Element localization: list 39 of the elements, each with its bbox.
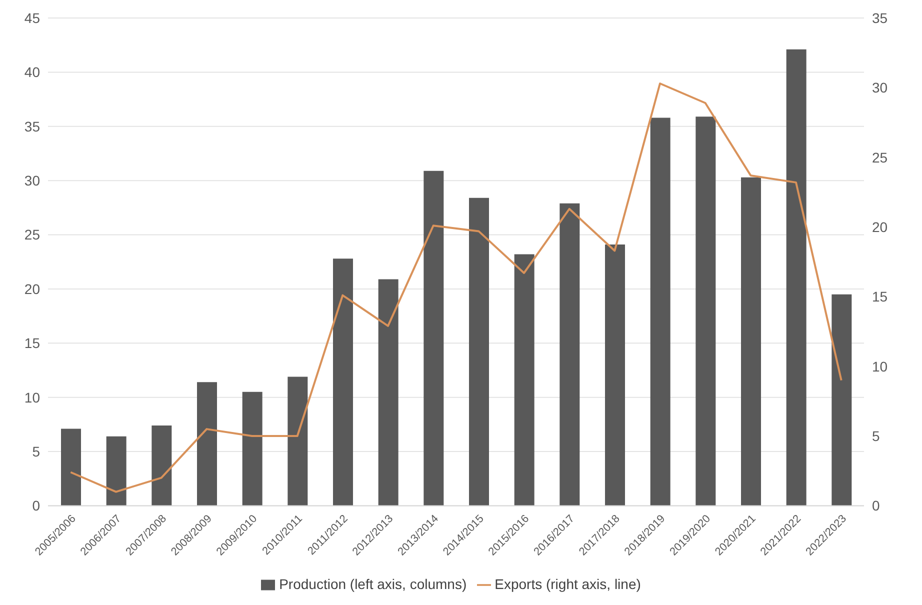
legend-label: Production (left axis, columns): [279, 576, 467, 592]
y-tick-label: 35: [24, 118, 40, 134]
bar: [152, 426, 172, 506]
bar: [832, 294, 852, 506]
bar: [424, 170, 444, 506]
y-tick-label: 40: [24, 64, 40, 80]
bar: [242, 392, 262, 506]
legend-label: Exports (right axis, line): [494, 576, 641, 592]
y2-tick-label: 15: [872, 288, 888, 305]
y-tick-label: 25: [24, 226, 40, 243]
bar: [514, 254, 534, 506]
bar: [469, 198, 489, 506]
bar: [605, 244, 625, 506]
y2-tick-label: 35: [872, 10, 888, 26]
y2-tick-label: 5: [872, 428, 880, 444]
y-tick-label: 10: [24, 389, 40, 406]
bar: [288, 376, 308, 506]
y-tick-label: 5: [32, 443, 40, 460]
y-tick-label: 15: [24, 335, 40, 352]
bar: [786, 49, 806, 506]
y2-tick-label: 30: [872, 80, 888, 96]
bar: [560, 203, 580, 506]
bar: [378, 279, 398, 506]
bar: [61, 428, 81, 506]
bar: [197, 382, 217, 506]
bar: [106, 436, 126, 506]
bar: [741, 177, 761, 506]
bar: [696, 116, 716, 506]
line-series: [70, 82, 842, 493]
bar: [650, 118, 670, 506]
y-tick-label: 45: [24, 10, 40, 26]
y2-tick-label: 10: [872, 358, 888, 374]
y2-tick-label: 0: [872, 498, 880, 514]
y2-tick-label: 20: [872, 218, 888, 235]
bar: [333, 258, 353, 506]
y-tick-label: 20: [24, 280, 40, 297]
y-tick-label: 0: [32, 498, 40, 514]
y2-tick-label: 25: [872, 149, 888, 166]
y-tick-label: 30: [24, 172, 40, 189]
